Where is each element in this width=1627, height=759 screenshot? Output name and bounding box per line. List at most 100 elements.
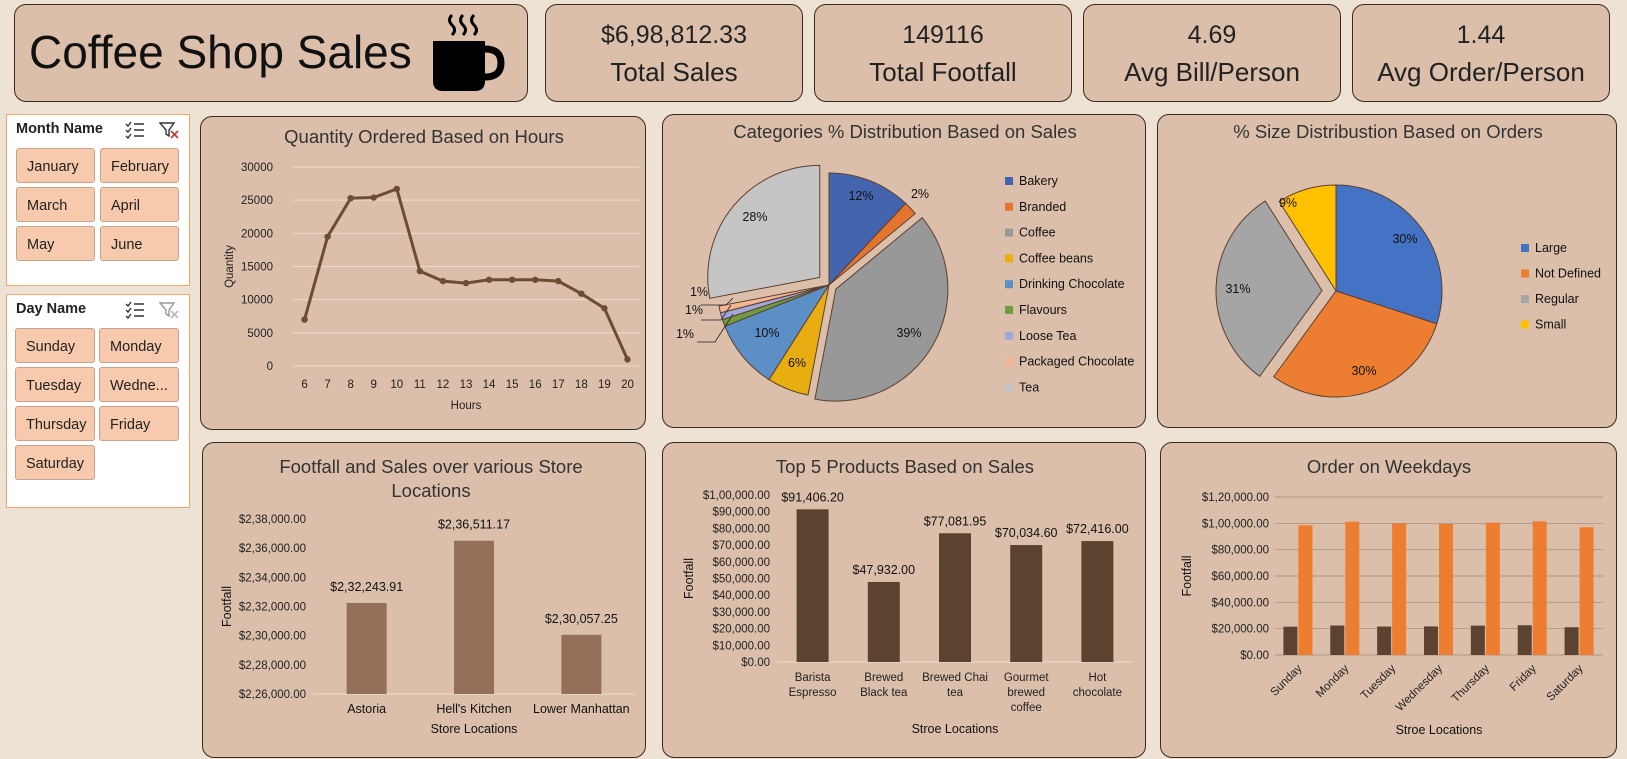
y-tick-label: 10000 bbox=[241, 295, 273, 307]
slicer-day-wednesday[interactable]: Wedne... bbox=[99, 367, 179, 402]
y-tick-label: $2,32,000.00 bbox=[239, 602, 306, 614]
legend-label: Drinking Chocolate bbox=[1019, 277, 1125, 291]
y-tick-label: $20,000.00 bbox=[1211, 624, 1269, 636]
bar bbox=[1330, 625, 1345, 655]
slicer-month-january[interactable]: January bbox=[16, 148, 95, 183]
y-tick-label: $10,000.00 bbox=[712, 640, 770, 652]
x-tick-label: Black tea bbox=[860, 687, 908, 699]
legend-swatch bbox=[1005, 357, 1013, 366]
data-point bbox=[532, 276, 539, 283]
legend-swatch bbox=[1005, 228, 1013, 237]
multi-select-icon[interactable] bbox=[125, 301, 145, 319]
hours-line-chart: Quantity Ordered Based on Hours 30000 2500… bbox=[224, 126, 639, 412]
x-tick-label: 19 bbox=[598, 379, 611, 391]
x-tick-label: 17 bbox=[552, 379, 565, 391]
bar bbox=[1439, 523, 1453, 655]
bar bbox=[1298, 525, 1313, 655]
legend-label: Loose Tea bbox=[1019, 329, 1077, 343]
x-tick-label: Lower Manhattan bbox=[533, 702, 630, 716]
chart-title: Order on Weekdays bbox=[1307, 456, 1471, 477]
y-axis-title: Quantity bbox=[224, 245, 236, 288]
kpi-total-sales: $6,98,812.33 Total Sales bbox=[545, 4, 803, 102]
kpi-label: Total Footfall bbox=[869, 57, 1017, 87]
legend-label: Flavours bbox=[1019, 303, 1067, 317]
bar bbox=[1345, 521, 1360, 655]
data-point bbox=[462, 279, 470, 287]
legend-label: Branded bbox=[1019, 200, 1066, 214]
slicer-day-saturday[interactable]: Saturday bbox=[15, 445, 95, 480]
bar bbox=[867, 581, 900, 662]
bar bbox=[1579, 527, 1594, 655]
slicer-day-tuesday[interactable]: Tuesday bbox=[15, 367, 95, 402]
y-tick-label: 25000 bbox=[241, 195, 273, 207]
y-tick-label: $40,000.00 bbox=[1211, 597, 1269, 609]
y-tick-label: $1,20,000.00 bbox=[1202, 492, 1269, 504]
chart-card-categories: Categories % Distribution Based on Sales… bbox=[662, 114, 1146, 428]
y-tick-label: 0 bbox=[267, 361, 273, 373]
slicer-day-monday[interactable]: Monday bbox=[99, 328, 179, 363]
y-tick-label: 5000 bbox=[247, 328, 273, 340]
data-label: $47,932.00 bbox=[853, 563, 916, 577]
y-tick-label: $2,30,000.00 bbox=[239, 631, 306, 643]
legend-label: Regular bbox=[1535, 292, 1579, 306]
slicer-day-sunday[interactable]: Sunday bbox=[15, 328, 95, 363]
leader-line bbox=[697, 313, 734, 343]
x-tick-label: 13 bbox=[460, 379, 473, 391]
slicer-day-thursday[interactable]: Thursday bbox=[15, 406, 95, 441]
y-tick-label: $2,36,000.00 bbox=[239, 543, 306, 555]
slicer-month-may[interactable]: May bbox=[16, 226, 95, 261]
bar bbox=[1377, 626, 1392, 655]
x-tick-label: 10 bbox=[390, 379, 403, 391]
data-label: 28% bbox=[742, 210, 767, 224]
x-tick-label: Wednesday bbox=[1394, 662, 1445, 713]
data-point bbox=[508, 276, 516, 283]
kpi-value: 149116 bbox=[902, 21, 984, 49]
x-tick-label: 11 bbox=[414, 379, 426, 391]
x-tick-label: 15 bbox=[506, 379, 519, 391]
slicer-month-march[interactable]: March bbox=[16, 187, 95, 222]
chart-card-products: Top 5 Products Based on Sales $1,00,000.0… bbox=[662, 442, 1146, 758]
kpi-avg-bill: 4.69 Avg Bill/Person bbox=[1083, 4, 1341, 102]
slicer-month-april[interactable]: April bbox=[100, 187, 179, 222]
data-label: $70,034.60 bbox=[995, 526, 1058, 540]
x-tick-label: 6 bbox=[301, 379, 307, 391]
bar bbox=[939, 533, 971, 662]
weekdays-bar-chart: Order on Weekdays $1,20,000.00 $1,00,000.0… bbox=[1180, 456, 1603, 737]
chart-title: % Size Distribustion Based on Orders bbox=[1233, 121, 1543, 142]
slicer-day-friday[interactable]: Friday bbox=[99, 406, 179, 441]
slicer-month-june[interactable]: June bbox=[100, 226, 179, 261]
y-tick-label: 30000 bbox=[241, 162, 273, 174]
pie-slice bbox=[1278, 184, 1337, 293]
legend-swatch bbox=[1521, 295, 1529, 303]
legend-swatch bbox=[1005, 177, 1013, 185]
x-axis-title: Store Locations bbox=[431, 722, 518, 736]
bar bbox=[1283, 626, 1298, 655]
pie-slice bbox=[1215, 200, 1323, 378]
kpi-value: 1.44 bbox=[1456, 21, 1506, 49]
y-tick-label: $2,28,000.00 bbox=[239, 660, 306, 672]
bar bbox=[1081, 541, 1114, 662]
x-tick-label: Thursday bbox=[1450, 662, 1493, 705]
chart-title: Top 5 Products Based on Sales bbox=[776, 456, 1034, 477]
data-label: $2,30,057.25 bbox=[545, 612, 618, 626]
multi-select-icon[interactable] bbox=[125, 121, 145, 139]
x-tick-label: Astoria bbox=[347, 702, 386, 716]
chart-card-hours: Quantity Ordered Based on Hours 30000 2500… bbox=[200, 116, 646, 430]
clear-filter-icon[interactable] bbox=[159, 121, 179, 139]
chart-card-stores: Footfall and Sales over various Store Loc… bbox=[202, 442, 646, 758]
legend-swatch bbox=[1005, 331, 1013, 340]
data-label: 6% bbox=[788, 356, 806, 370]
x-tick-label: 12 bbox=[437, 379, 450, 391]
y-tick-label: $50,000.00 bbox=[712, 574, 770, 586]
chart-title: Locations bbox=[391, 480, 470, 501]
legend-swatch bbox=[1521, 244, 1529, 252]
bar bbox=[1485, 522, 1500, 655]
bar bbox=[1392, 523, 1407, 655]
kpi-total-footfall: 149116 Total Footfall bbox=[814, 4, 1072, 102]
chart-card-sizes: % Size Distribustion Based on Orders 30% 3… bbox=[1157, 114, 1617, 428]
slicer-month-february[interactable]: February bbox=[100, 148, 179, 183]
clear-filter-icon[interactable] bbox=[159, 301, 179, 319]
legend-label: Small bbox=[1535, 318, 1566, 332]
x-tick-label: 14 bbox=[483, 379, 496, 391]
legend-swatch bbox=[1005, 202, 1013, 211]
